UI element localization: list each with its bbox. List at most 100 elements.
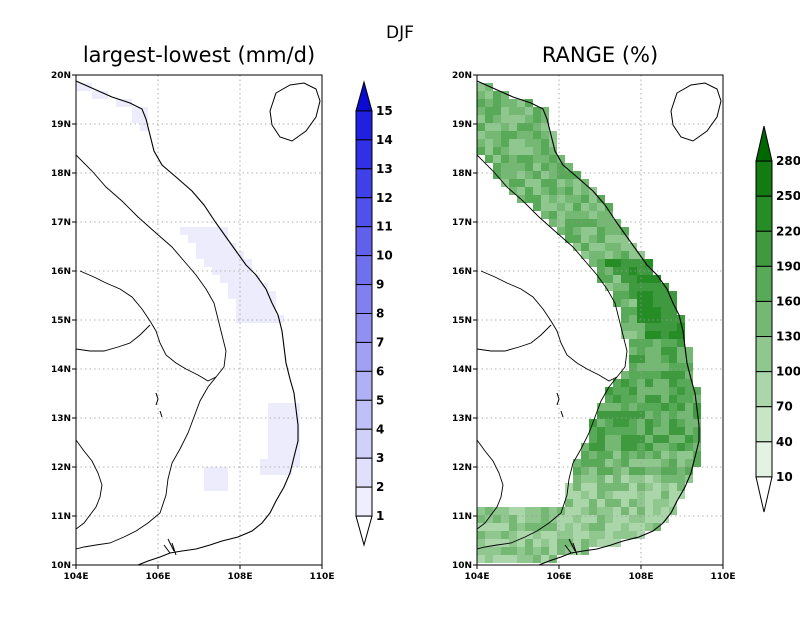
- range-grid-cell: [685, 419, 693, 427]
- range-grid-cell: [677, 443, 685, 451]
- range-grid-cell: [581, 443, 589, 451]
- colorbar-label: 160: [776, 294, 800, 308]
- range-grid-cell: [637, 379, 645, 387]
- range-grid-cell: [597, 411, 605, 419]
- range-grid-cell: [685, 387, 693, 395]
- range-grid-cell: [533, 523, 541, 531]
- range-grid-cell: [637, 403, 645, 411]
- range-grid-cell: [653, 371, 661, 379]
- precip-grid-cell: [212, 475, 220, 483]
- range-grid-cell: [637, 339, 645, 347]
- range-grid-cell: [573, 499, 581, 507]
- colorbar-arrow-top: [355, 80, 373, 112]
- range-grid-cell: [485, 83, 493, 91]
- precip-grid-cell: [228, 275, 236, 283]
- precip-grid-cell: [204, 251, 212, 259]
- range-grid-cell: [517, 99, 525, 107]
- precip-grid-cell: [196, 251, 204, 259]
- range-grid-cell: [653, 387, 661, 395]
- range-grid-cell: [517, 163, 525, 171]
- precip-grid-cell: [228, 291, 236, 299]
- range-grid-cell: [653, 339, 661, 347]
- range-grid-cell: [581, 475, 589, 483]
- range-grid-cell: [549, 155, 557, 163]
- range-grid-cell: [573, 195, 581, 203]
- range-grid-cell: [677, 459, 685, 467]
- range-grid-cell: [541, 515, 549, 523]
- range-grid-cell: [653, 427, 661, 435]
- range-grid-cell: [613, 299, 621, 307]
- range-grid-cell: [629, 475, 637, 483]
- range-grid-cell: [509, 163, 517, 171]
- range-grid-cell: [629, 331, 637, 339]
- range-grid-cell: [653, 299, 661, 307]
- lat-tick-label: 20N: [51, 71, 71, 81]
- colorbar-segment: [755, 195, 773, 232]
- range-grid-cell: [621, 443, 629, 451]
- range-grid-cell: [629, 531, 637, 539]
- colorbar-label: 13: [376, 162, 393, 176]
- precip-grid-cell: [212, 243, 220, 251]
- panel-right-title: RANGE (%): [542, 43, 658, 67]
- range-grid-cell: [605, 275, 613, 283]
- range-grid-cell: [645, 315, 653, 323]
- range-grid-cell: [501, 131, 509, 139]
- range-grid-cell: [485, 155, 493, 163]
- precip-grid-cell: [140, 107, 148, 115]
- range-grid-cell: [477, 107, 485, 115]
- range-grid-cell: [613, 443, 621, 451]
- range-grid-cell: [541, 547, 549, 555]
- range-grid-cell: [621, 523, 629, 531]
- range-grid-cell: [581, 507, 589, 515]
- colorbar-segment: [755, 336, 773, 373]
- range-grid-cell: [477, 531, 485, 539]
- colorbar-segment: [755, 406, 773, 443]
- precip-grid-cell: [124, 99, 132, 107]
- precip-grid-cell: [212, 251, 220, 259]
- range-grid-cell: [565, 227, 573, 235]
- range-grid-cell: [589, 235, 597, 243]
- range-grid-cell: [621, 227, 629, 235]
- range-grid-cell: [541, 171, 549, 179]
- range-grid-cell: [645, 331, 653, 339]
- range-grid-cell: [661, 363, 669, 371]
- range-grid-cell: [677, 355, 685, 363]
- range-grid-cell: [605, 219, 613, 227]
- range-grid-cell: [493, 507, 501, 515]
- range-grid-cell: [677, 435, 685, 443]
- range-grid-cell: [597, 459, 605, 467]
- range-grid-cell: [653, 475, 661, 483]
- range-grid-cell: [541, 195, 549, 203]
- range-grid-cell: [605, 435, 613, 443]
- range-grid-cell: [629, 291, 637, 299]
- range-grid-cell: [669, 323, 677, 331]
- colorbar-segment: [355, 110, 373, 141]
- range-grid-cell: [677, 379, 685, 387]
- range-grid-cell: [685, 443, 693, 451]
- range-grid-cell: [637, 411, 645, 419]
- range-grid-cell: [645, 395, 653, 403]
- range-grid-cell: [677, 419, 685, 427]
- range-grid-cell: [509, 131, 517, 139]
- range-grid-cell: [621, 243, 629, 251]
- range-grid-cell: [589, 227, 597, 235]
- range-grid-cell: [653, 507, 661, 515]
- range-grid-cell: [573, 219, 581, 227]
- colorbar-arrow-top: [755, 125, 773, 162]
- precip-grid-cell: [236, 259, 244, 267]
- range-grid-cell: [533, 163, 541, 171]
- lat-tick-label: 11N: [51, 512, 71, 522]
- range-grid-cell: [661, 291, 669, 299]
- range-grid-cell: [589, 211, 597, 219]
- range-grid-cell: [613, 523, 621, 531]
- range-grid-cell: [661, 347, 669, 355]
- range-grid-cell: [653, 283, 661, 291]
- range-grid-cell: [661, 339, 669, 347]
- range-grid-cell: [565, 523, 573, 531]
- precip-grid-cell: [276, 435, 284, 443]
- range-grid-cell: [557, 539, 565, 547]
- range-grid-cell: [509, 107, 517, 115]
- range-grid-cell: [533, 539, 541, 547]
- range-grid-cell: [645, 347, 653, 355]
- range-grid-cell: [597, 435, 605, 443]
